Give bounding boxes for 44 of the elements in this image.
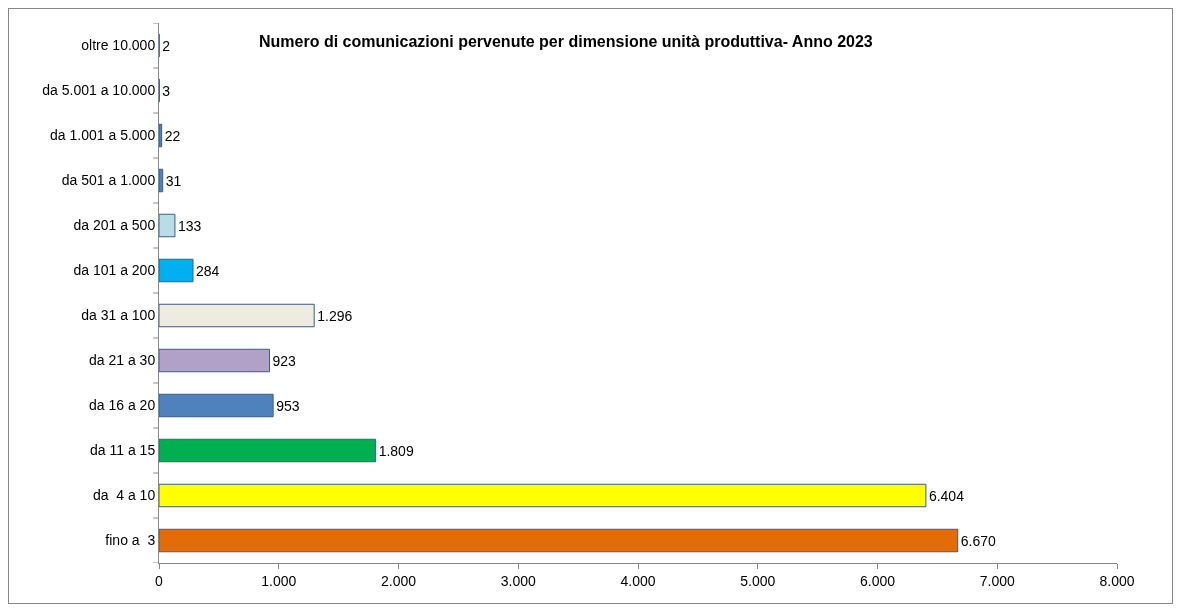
bar [159, 168, 164, 193]
y-tick-label: da 5.001 a 10.000 [42, 82, 156, 99]
x-tick-label: 8.000 [1099, 572, 1135, 589]
data-label: 923 [272, 352, 297, 369]
y-tick-label: da 16 a 20 [89, 397, 156, 414]
y-tick-label: da 201 a 500 [73, 217, 156, 234]
y-tick-label: da 11 a 15 [90, 442, 156, 459]
data-label: 6.670 [960, 532, 996, 549]
bar [159, 303, 315, 328]
text: Numero di comunicazioni pervenute per dimensione unità produttiva- Anno 2023 [259, 32, 873, 50]
y-tick-label: da 101 a 200 [73, 262, 156, 279]
y-tick-label: da 4 a 10 [92, 487, 156, 504]
x-tick-label: 1.000 [261, 572, 297, 589]
x-tick-label: 2.000 [380, 572, 417, 589]
y-tick-label: da 31 a 100 [81, 307, 156, 324]
bar [159, 348, 271, 373]
data-label: 953 [276, 397, 300, 414]
x-tick-label: 5.000 [740, 572, 776, 589]
bar [159, 393, 274, 418]
data-label: 284 [196, 262, 220, 279]
data-label: 2 [162, 37, 171, 54]
x-tick-label: 7.000 [979, 572, 1015, 589]
data-label: 31 [165, 172, 182, 189]
bar [159, 258, 194, 283]
y-tick-label: oltre 10.000 [81, 37, 156, 54]
data-label: 1.296 [317, 307, 353, 324]
data-label: 22 [164, 127, 181, 144]
data-label: 1.809 [378, 442, 414, 459]
bar [159, 438, 377, 463]
data-label: 3 [162, 82, 171, 99]
bar [159, 483, 927, 508]
y-tick-label: da 21 a 30 [89, 352, 156, 369]
data-label: 133 [177, 217, 202, 234]
bar [159, 528, 959, 553]
y-tick-label: fino a 3 [105, 532, 156, 549]
data-label: 6.404 [928, 487, 965, 504]
bar [159, 123, 163, 148]
x-tick-label: 3.000 [500, 572, 536, 589]
x-tick-label: 0 [155, 572, 164, 589]
y-tick-label: da 501 a 1.000 [61, 172, 156, 189]
y-tick-label: da 1.001 a 5.000 [50, 127, 156, 144]
bar [159, 213, 176, 238]
x-tick-label: 4.000 [620, 572, 656, 589]
x-tick-label: 6.000 [859, 572, 896, 589]
